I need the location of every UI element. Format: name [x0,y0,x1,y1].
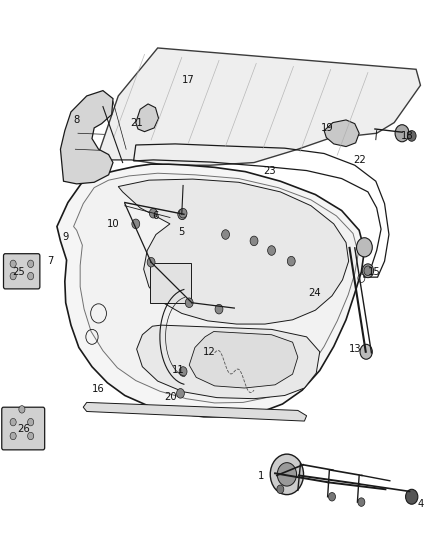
Text: 26: 26 [18,424,31,434]
Text: 8: 8 [74,115,80,125]
Circle shape [178,209,187,220]
FancyBboxPatch shape [4,254,40,289]
Circle shape [364,266,372,276]
Circle shape [360,344,372,359]
Polygon shape [137,325,320,399]
Circle shape [177,389,184,398]
Circle shape [28,260,34,268]
Text: 18: 18 [401,131,413,141]
Circle shape [406,489,418,504]
Circle shape [395,125,409,142]
Circle shape [185,298,193,308]
Text: 6: 6 [152,211,159,221]
Text: 20: 20 [165,392,177,402]
Circle shape [358,498,365,506]
Text: 19: 19 [321,123,334,133]
Text: 12: 12 [203,347,216,357]
Circle shape [357,238,372,257]
Circle shape [328,492,336,501]
Polygon shape [57,164,364,417]
Polygon shape [118,179,349,324]
Text: 21: 21 [131,118,144,127]
Circle shape [222,230,230,239]
Circle shape [268,246,276,255]
Text: 17: 17 [182,75,195,85]
Polygon shape [74,173,358,403]
Circle shape [362,264,374,278]
Circle shape [179,208,187,218]
Text: 13: 13 [349,344,361,354]
Circle shape [28,432,34,440]
Circle shape [287,256,295,266]
Circle shape [10,260,16,268]
FancyBboxPatch shape [150,263,191,303]
FancyBboxPatch shape [2,407,45,450]
Polygon shape [136,104,159,132]
Circle shape [147,257,155,267]
Circle shape [149,208,157,218]
Circle shape [270,454,304,495]
Polygon shape [96,48,420,165]
Circle shape [277,463,297,486]
Circle shape [10,432,16,440]
Text: 10: 10 [107,219,119,229]
Text: 15: 15 [368,267,381,277]
Text: 7: 7 [47,256,53,266]
Text: 4: 4 [417,499,424,508]
Polygon shape [189,332,298,388]
Circle shape [277,485,284,494]
Text: 1: 1 [258,471,264,481]
Circle shape [28,418,34,426]
Polygon shape [324,120,359,147]
Text: 5: 5 [179,227,185,237]
Circle shape [19,406,25,413]
Circle shape [407,131,416,141]
Circle shape [179,367,187,376]
Circle shape [28,272,34,280]
Polygon shape [60,91,113,184]
Circle shape [132,219,140,229]
Text: 11: 11 [172,366,185,375]
Text: 9: 9 [63,232,69,242]
Text: 22: 22 [353,155,366,165]
Circle shape [10,272,16,280]
Circle shape [250,236,258,246]
Circle shape [10,418,16,426]
Circle shape [215,304,223,314]
Text: 24: 24 [308,288,321,298]
Text: 25: 25 [12,267,25,277]
Text: 23: 23 [263,166,276,175]
Text: 16: 16 [92,384,105,394]
Polygon shape [83,402,307,421]
